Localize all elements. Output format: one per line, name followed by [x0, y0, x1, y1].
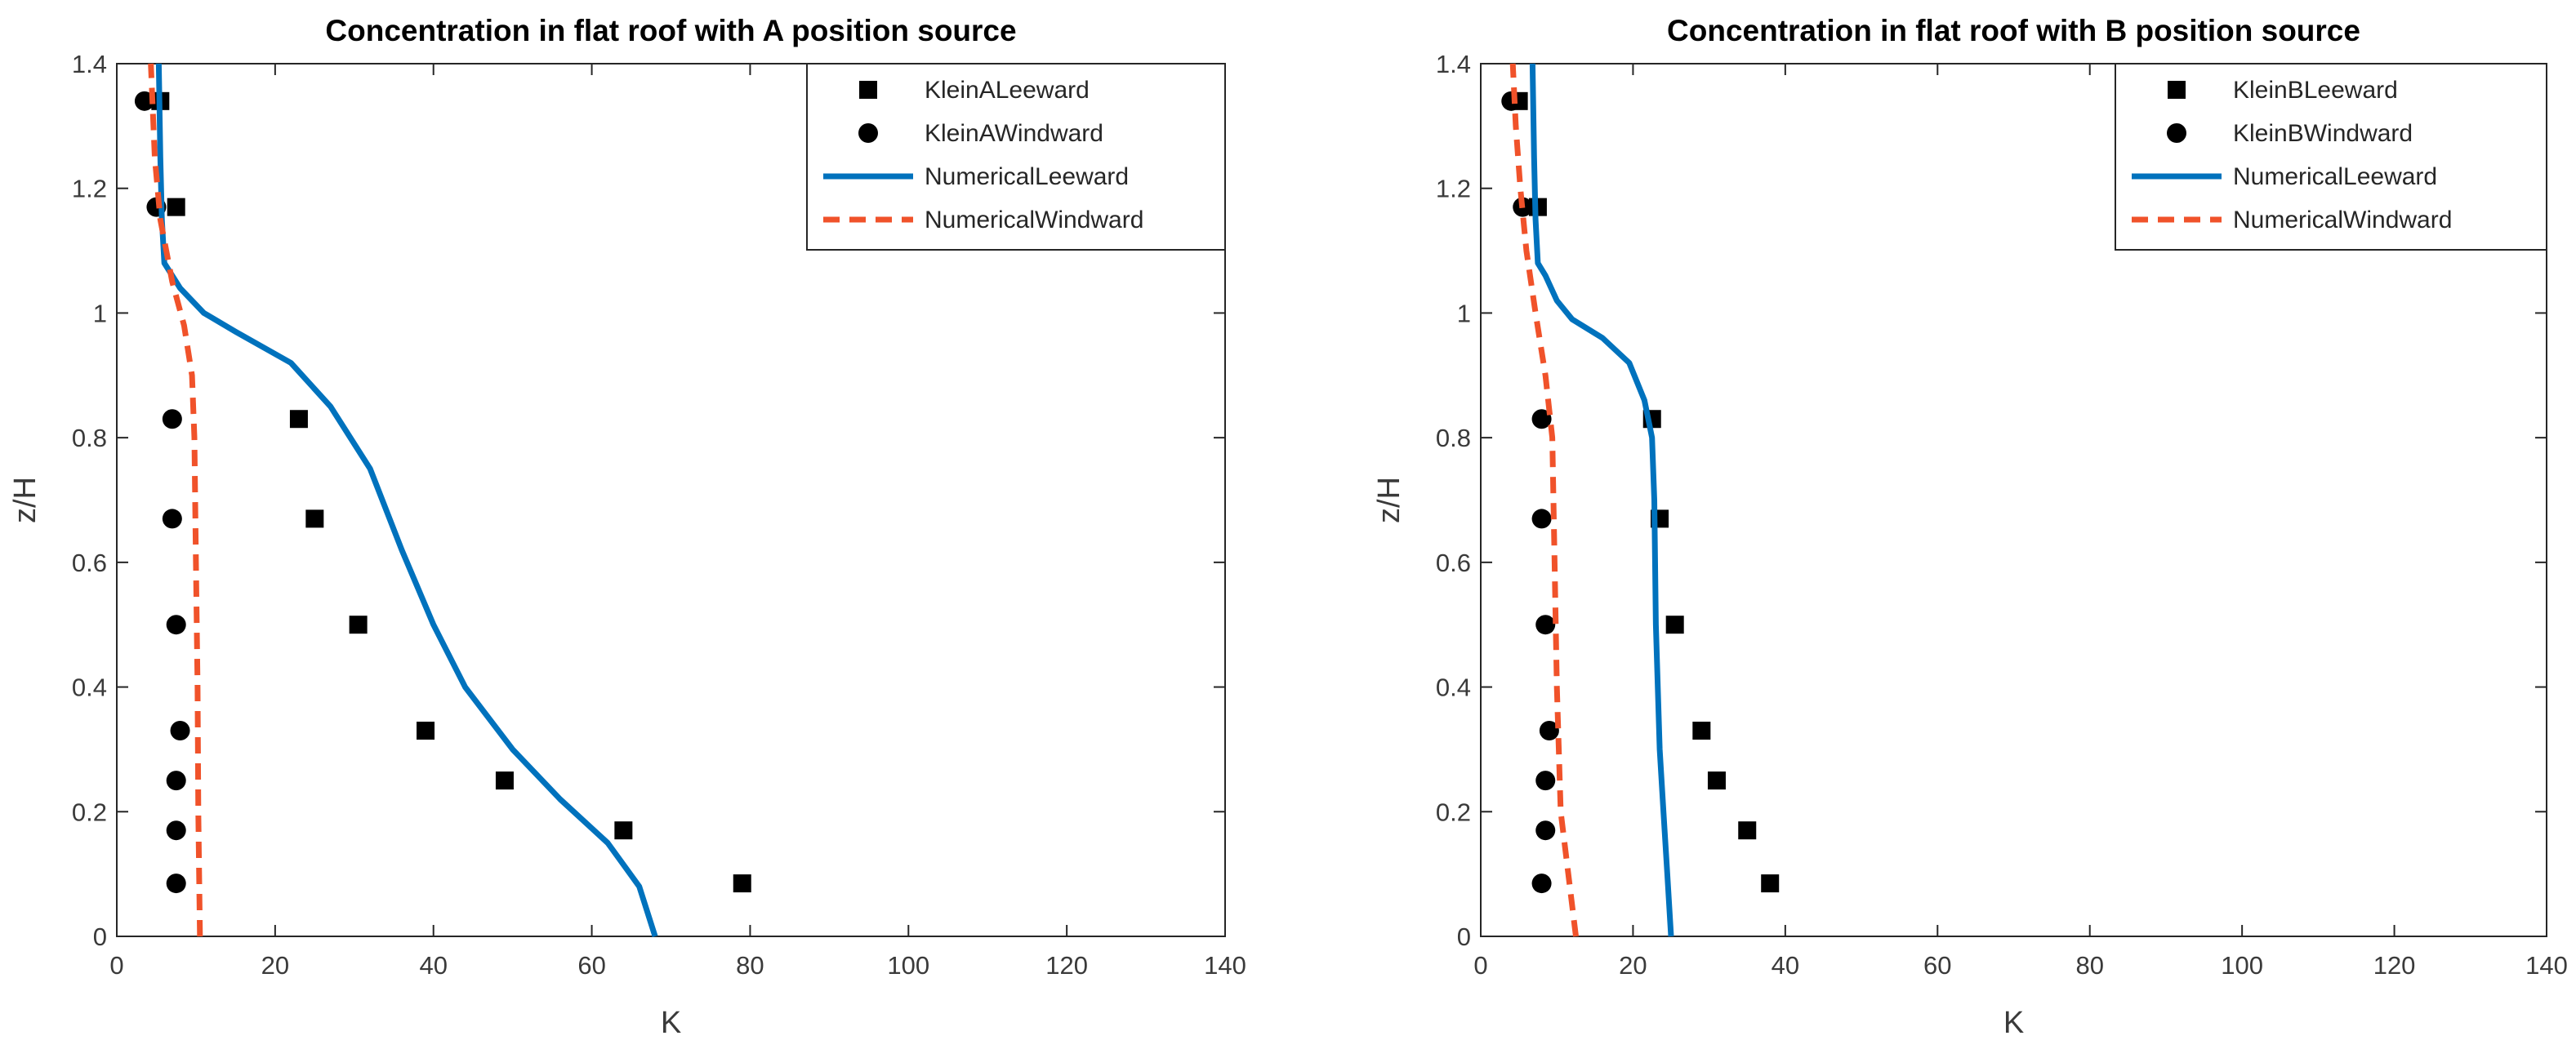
- y-tick-label: 1.2: [72, 175, 107, 203]
- y-tick-label: 0.8: [72, 424, 107, 452]
- y-tick-label: 0.6: [72, 549, 107, 577]
- x-tick-label: 100: [887, 951, 929, 980]
- legend: KleinBLeeward KleinBWindward NumericalLeew…: [2115, 63, 2547, 251]
- y-tick-label: 1: [93, 299, 107, 327]
- chart-panel-a: Concentration in flat roof with A positi…: [8, 14, 1246, 1040]
- data-point-square: [1707, 771, 1726, 790]
- series-line-NumericalLeeward: [1529, 63, 1674, 937]
- series-line-NumericalWindward: [1509, 63, 1579, 937]
- x-tick-label: 140: [1204, 951, 1246, 980]
- data-point-square: [1692, 722, 1711, 740]
- data-point-square: [1761, 874, 1780, 893]
- x-tick-label: 120: [1045, 951, 1088, 980]
- data-point-square: [417, 722, 435, 740]
- data-point-circle: [166, 820, 186, 841]
- legend-swatch-square: [2168, 81, 2186, 99]
- x-tick-label: 0: [109, 951, 123, 980]
- y-tick-label: 1.4: [72, 50, 107, 78]
- x-tick-label: 20: [1619, 951, 1647, 980]
- data-point-square: [1738, 821, 1757, 840]
- x-axis-label: K: [2003, 1006, 2024, 1040]
- y-tick-label: 0: [1457, 922, 1471, 951]
- data-point-circle: [1539, 721, 1559, 741]
- series-line-NumericalLeeward: [155, 63, 658, 938]
- y-tick-label: 0.2: [72, 798, 107, 826]
- y-tick-label: 0.2: [1436, 798, 1471, 826]
- data-point-circle: [1501, 91, 1522, 111]
- series-KleinBWindward: [1501, 91, 1559, 894]
- data-point-circle: [1531, 509, 1552, 529]
- data-point-circle: [166, 771, 186, 791]
- series-KleinALeeward: [151, 91, 751, 893]
- x-tick-label: 80: [736, 951, 764, 980]
- legend: KleinALeeward KleinAWindward NumericalLeew…: [806, 63, 1226, 251]
- data-point-circle: [1535, 771, 1556, 791]
- y-tick-label: 0.8: [1436, 424, 1471, 452]
- data-point-circle: [1531, 409, 1552, 429]
- legend-label: KleinAWindward: [925, 120, 1103, 147]
- x-tick-label: 40: [419, 951, 447, 980]
- x-tick-label: 100: [2221, 951, 2263, 980]
- data-point-circle: [1535, 820, 1556, 841]
- legend-label: NumericalLeeward: [925, 163, 1129, 190]
- x-tick-label: 60: [1923, 951, 1951, 980]
- y-tick-label: 1.4: [1436, 50, 1471, 78]
- data-point-square: [289, 410, 308, 429]
- data-point-circle: [166, 615, 186, 635]
- chart-panel-b: Concentration in flat roof with B positi…: [1372, 14, 2568, 1040]
- series-NumericalWindward: [148, 63, 203, 937]
- legend-swatch-square: [859, 81, 877, 99]
- x-tick-label: 80: [2075, 951, 2103, 980]
- data-point-square: [614, 821, 633, 840]
- x-axis-label: K: [661, 1006, 681, 1040]
- x-tick-label: 140: [2525, 951, 2568, 980]
- y-tick-label: 0.4: [1436, 673, 1471, 702]
- legend-label: NumericalLeeward: [2233, 163, 2437, 190]
- x-tick-label: 120: [2373, 951, 2416, 980]
- x-tick-label: 20: [261, 951, 289, 980]
- legend-label: NumericalWindward: [925, 207, 1143, 233]
- data-point-square: [733, 874, 751, 893]
- data-point-square: [305, 509, 324, 528]
- data-point-circle: [166, 874, 186, 894]
- y-tick-label: 1: [1457, 299, 1471, 327]
- data-point-square: [349, 616, 368, 634]
- data-point-square: [167, 198, 185, 216]
- y-axis-label: z/H: [8, 477, 42, 523]
- y-tick-label: 1.2: [1436, 175, 1471, 203]
- chart-title: Concentration in flat roof with B positi…: [1667, 14, 2360, 47]
- x-tick-label: 40: [1772, 951, 1799, 980]
- data-point-circle: [162, 509, 182, 529]
- series-NumericalWindward: [1509, 63, 1579, 937]
- legend-swatch-circle: [858, 123, 878, 143]
- x-tick-label: 60: [577, 951, 605, 980]
- legend-label: KleinBWindward: [2233, 120, 2413, 147]
- data-point-circle: [1535, 615, 1556, 635]
- y-tick-label: 0.6: [1436, 549, 1471, 577]
- series-NumericalLeeward: [155, 63, 658, 938]
- chart-title: Concentration in flat roof with A positi…: [325, 14, 1016, 47]
- data-point-square: [495, 771, 514, 790]
- y-tick-label: 0: [93, 922, 107, 951]
- series-line-NumericalWindward: [148, 63, 203, 937]
- data-point-circle: [170, 721, 190, 741]
- data-point-circle: [162, 409, 182, 429]
- data-point-square: [1665, 616, 1684, 634]
- legend-label: NumericalWindward: [2233, 207, 2452, 233]
- x-tick-label: 0: [1473, 951, 1487, 980]
- legend-swatch-circle: [2167, 123, 2186, 143]
- legend-label: KleinBLeeward: [2233, 77, 2398, 104]
- data-point-circle: [1531, 874, 1552, 894]
- legend-label: KleinALeeward: [925, 77, 1090, 104]
- series-NumericalLeeward: [1529, 63, 1674, 937]
- y-axis-label: z/H: [1372, 477, 1406, 523]
- y-tick-label: 0.4: [72, 673, 107, 702]
